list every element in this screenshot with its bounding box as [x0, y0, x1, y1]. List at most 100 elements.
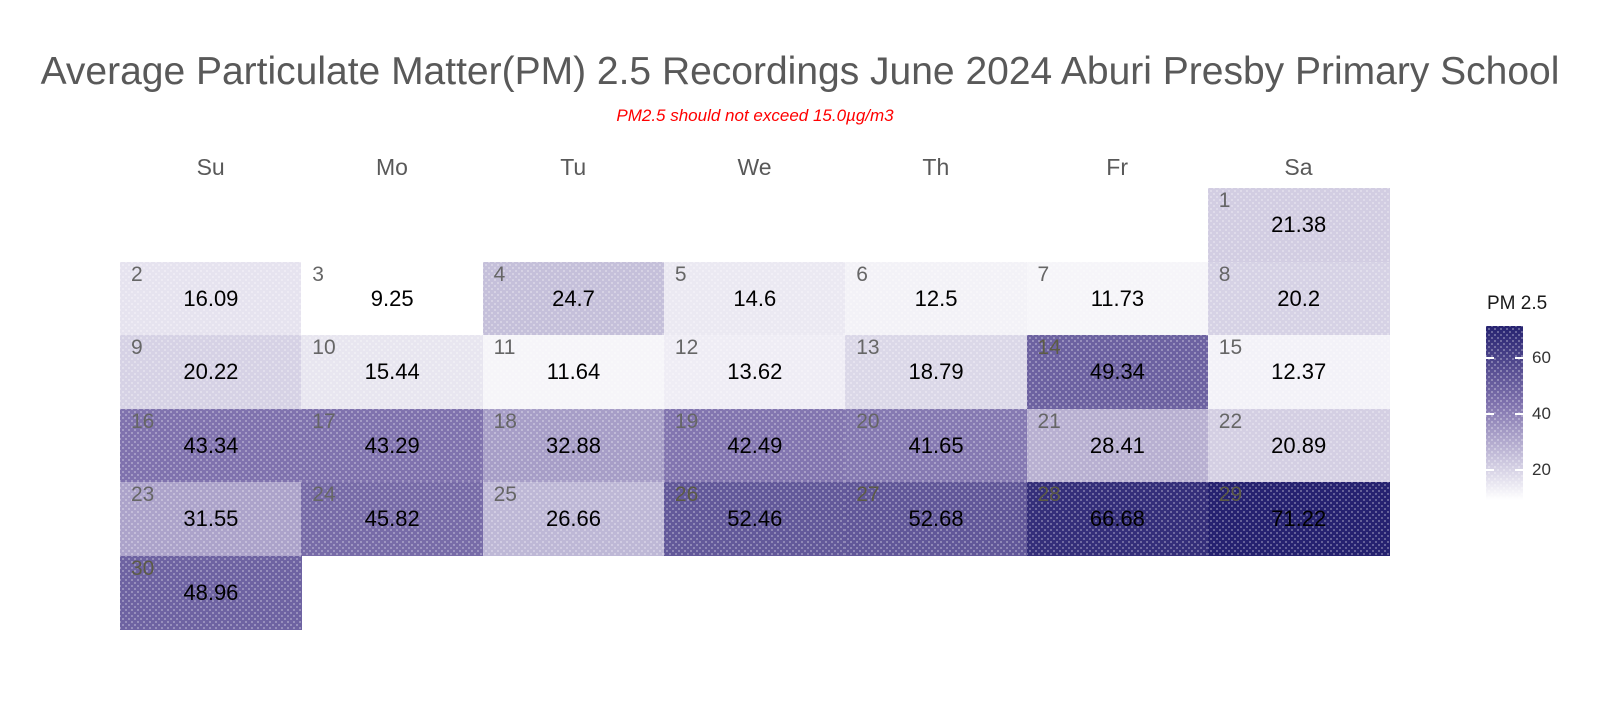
weekday-header-we: We — [737, 154, 772, 180]
day-number: 18 — [493, 409, 517, 433]
day-value: 24.7 — [552, 285, 595, 311]
day-number: 28 — [1037, 483, 1061, 506]
day-value: 9.25 — [370, 285, 414, 311]
day-cell-6: 6 12.5 — [845, 261, 1027, 336]
day-value: 28.41 — [1089, 432, 1145, 458]
day-value: 48.96 — [183, 579, 239, 605]
legend: PM 2.5 60 40 20 — [1460, 285, 1600, 515]
day-number: 6 — [856, 262, 868, 286]
day-number: 15 — [1218, 336, 1243, 359]
day-cell-4: 4 24.7 — [482, 261, 665, 336]
day-cell-30: 30 48.96 — [120, 555, 302, 630]
legend-tick-label-20: 20 — [1532, 459, 1551, 479]
weekday-header-tu: Tu — [560, 154, 587, 180]
legend-tick-mark — [1486, 412, 1494, 415]
day-number: 1 — [1218, 189, 1231, 212]
day-cell-18: 18 32.88 — [482, 408, 665, 483]
day-value: 31.55 — [183, 506, 239, 531]
weekday-header-mo: Mo — [375, 154, 408, 180]
day-value: 52.68 — [908, 506, 964, 531]
day-cell-16: 16 43.34 — [120, 408, 302, 483]
day-number: 22 — [1218, 409, 1243, 433]
day-cell-21: 21 28.41 — [1026, 408, 1209, 483]
day-number: 13 — [856, 336, 880, 359]
day-number: 21 — [1037, 409, 1061, 433]
day-value: 20.89 — [1271, 432, 1327, 458]
day-value: 14.6 — [733, 285, 777, 311]
day-value: 18.79 — [908, 359, 964, 384]
day-cell-28: 28 66.68 — [1026, 482, 1209, 556]
day-value: 32.88 — [545, 432, 602, 458]
day-number: 12 — [674, 336, 699, 359]
day-value: 26.66 — [545, 506, 602, 531]
day-number: 24 — [312, 483, 336, 506]
weekday-header-su: Su — [196, 154, 225, 180]
day-cell-20: 20 41.65 — [845, 408, 1027, 483]
day-value: 11.64 — [546, 359, 601, 384]
day-value: 41.65 — [908, 432, 964, 458]
day-number: 16 — [131, 409, 155, 433]
day-value: 13.62 — [727, 359, 783, 384]
day-value: 11.73 — [1090, 285, 1145, 311]
day-number: 2 — [131, 262, 143, 286]
day-number: 25 — [493, 483, 517, 506]
day-value: 20.22 — [183, 359, 239, 384]
day-cell-9: 9 20.22 — [120, 335, 302, 409]
day-cell-7: 7 11.73 — [1026, 261, 1209, 336]
day-cell-5: 5 14.6 — [663, 261, 846, 336]
day-number: 23 — [131, 483, 155, 506]
day-cell-26: 26 52.46 — [663, 482, 846, 556]
day-number: 14 — [1037, 336, 1061, 359]
day-value: 71.22 — [1271, 506, 1327, 531]
legend-tick-mark — [1515, 468, 1523, 471]
day-value: 43.29 — [364, 432, 420, 458]
day-cell-14: 14 49.34 — [1026, 335, 1209, 409]
day-number: 20 — [856, 409, 880, 433]
day-cell-8: 8 20.2 — [1207, 261, 1390, 336]
weekday-header-sa: Sa — [1284, 154, 1313, 180]
legend-title: PM 2.5 — [1487, 293, 1548, 314]
day-value: 16.09 — [183, 285, 239, 311]
day-cell-11: 11 11.64 — [482, 335, 665, 409]
day-cell-29: 29 71.22 — [1207, 482, 1390, 556]
day-cell-24: 24 45.82 — [301, 482, 484, 556]
day-value: 43.34 — [183, 432, 239, 458]
day-value: 21.38 — [1271, 212, 1327, 237]
day-cell-1: 1 21.38 — [1207, 188, 1390, 262]
day-cell-10: 10 15.44 — [301, 335, 484, 409]
day-number: 9 — [131, 336, 143, 359]
day-value: 12.37 — [1271, 359, 1327, 384]
legend-tick-label-60: 60 — [1532, 347, 1551, 367]
day-cell-3: 3 9.25 — [301, 261, 484, 336]
legend-tick-label-40: 40 — [1532, 403, 1551, 423]
day-number: 30 — [131, 556, 155, 580]
day-value: 15.44 — [364, 359, 420, 384]
day-number: 7 — [1037, 262, 1050, 286]
day-cell-17: 17 43.29 — [301, 408, 484, 483]
day-number: 29 — [1218, 483, 1243, 506]
day-value: 45.82 — [364, 506, 420, 531]
day-cell-19: 19 42.49 — [663, 408, 846, 483]
day-value: 12.5 — [914, 285, 958, 311]
day-number: 11 — [493, 336, 516, 359]
day-cell-13: 13 18.79 — [845, 335, 1027, 409]
weekday-header-fr: Fr — [1106, 154, 1128, 180]
chart-title: Average Particulate Matter(PM) 2.5 Recor… — [40, 50, 1560, 93]
weekday-header-th: Th — [922, 154, 950, 180]
day-number: 5 — [674, 262, 687, 286]
day-number: 19 — [674, 409, 699, 433]
day-cell-27: 27 52.68 — [845, 482, 1027, 556]
legend-tick-mark — [1486, 468, 1494, 471]
day-cell-22: 22 20.89 — [1207, 408, 1390, 483]
chart-subtitle: PM2.5 should not exceed 15.0µg/m3 — [616, 106, 894, 125]
day-number: 27 — [856, 483, 880, 506]
legend-tick-mark — [1515, 356, 1523, 359]
day-number: 17 — [312, 409, 336, 433]
day-cell-2: 2 16.09 — [120, 261, 302, 336]
legend-tick-mark — [1486, 356, 1494, 359]
day-cell-25: 25 26.66 — [482, 482, 665, 556]
day-cell-23: 23 31.55 — [120, 482, 302, 556]
legend-tick-mark — [1515, 412, 1523, 415]
day-number: 26 — [674, 483, 699, 506]
